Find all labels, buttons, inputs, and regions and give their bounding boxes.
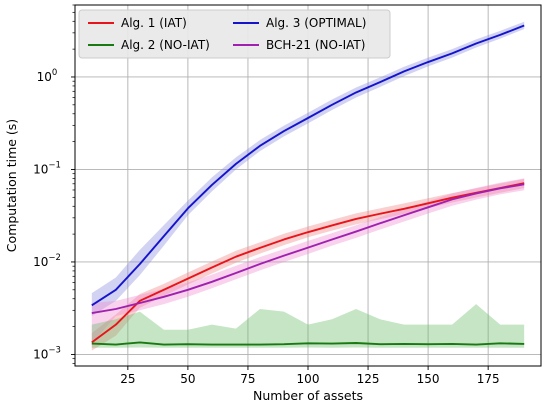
x-tick-label: 25 <box>120 372 135 386</box>
y-tick-base: 10 <box>33 162 48 176</box>
y-tick-label: 10−3 <box>33 345 61 361</box>
y-tick-base: 10 <box>33 347 48 361</box>
line-series-0 <box>91 182 525 344</box>
band-series-0 <box>91 178 525 351</box>
y-tick-label: 10−2 <box>33 253 61 269</box>
x-tick-label: 100 <box>297 372 320 386</box>
grid-lines <box>75 5 541 366</box>
y-axis-label: Computation time (s) <box>4 119 19 252</box>
line-series-2 <box>91 24 525 307</box>
y-tick-exponent: −3 <box>48 345 61 355</box>
y-tick-label: 100 <box>37 68 58 84</box>
band-series-1 <box>91 304 525 348</box>
x-tick-label: 75 <box>240 372 255 386</box>
x-tick-label: 125 <box>357 372 380 386</box>
line-series-1 <box>91 341 525 346</box>
y-tick-label: 10−1 <box>33 160 61 176</box>
legend-label-alg2: Alg. 2 (NO-IAT) <box>121 38 210 52</box>
y-tick-exponent: −1 <box>48 160 61 170</box>
x-tick-label: 175 <box>477 372 500 386</box>
y-tick-exponent: 0 <box>52 68 57 78</box>
legend-label-bch21: BCH-21 (NO-IAT) <box>266 38 365 52</box>
legend: Alg. 1 (IAT) Alg. 2 (NO-IAT) Alg. 3 (OPT… <box>78 9 391 59</box>
x-tick-label: 150 <box>417 372 440 386</box>
band-series-3 <box>91 178 525 344</box>
legend-box <box>78 9 391 59</box>
series-lines <box>91 24 525 346</box>
legend-label-alg1: Alg. 1 (IAT) <box>121 16 187 30</box>
y-tick-exponent: −2 <box>48 253 61 263</box>
x-tick-label: 50 <box>180 372 195 386</box>
legend-label-alg3: Alg. 3 (OPTIMAL) <box>266 16 366 30</box>
confidence-bands <box>91 21 525 351</box>
x-axis-label: Number of assets <box>253 388 363 403</box>
line-series-3 <box>91 183 525 315</box>
y-tick-base: 10 <box>37 70 52 84</box>
y-tick-base: 10 <box>33 255 48 269</box>
